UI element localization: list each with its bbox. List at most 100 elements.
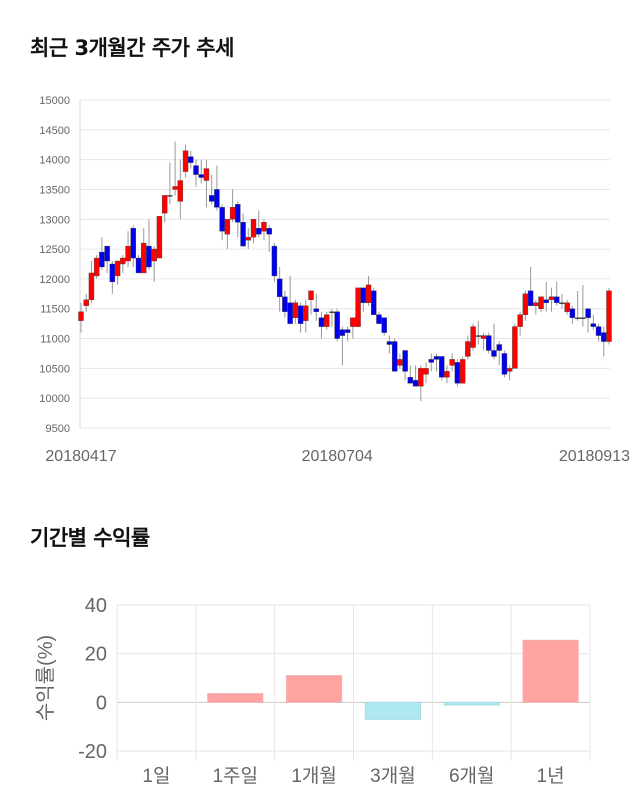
candle-body — [156, 216, 163, 259]
candle-body — [454, 362, 461, 384]
candle-body — [491, 350, 497, 357]
y-tick-label: 10000 — [39, 393, 70, 405]
candle-body — [135, 257, 142, 274]
candle-body — [141, 242, 147, 274]
candle-body — [522, 293, 529, 315]
candle-body — [580, 317, 586, 319]
candlestick-chart: 15000 14500 14000 13500 13000 12500 12000 11500… — [39, 95, 630, 465]
candle-body — [83, 299, 89, 306]
bar — [443, 701, 500, 706]
candle-body — [512, 326, 518, 369]
y-tick-label: 15000 — [39, 95, 70, 107]
candle-body — [167, 195, 173, 197]
candle-body — [527, 290, 534, 306]
candle-body — [339, 329, 346, 336]
candle-body — [297, 305, 304, 324]
candle-body — [208, 195, 215, 202]
bar — [285, 675, 343, 703]
candle-body — [574, 317, 581, 319]
candle-body — [271, 245, 278, 277]
candle-body — [120, 257, 126, 265]
candle-body — [412, 380, 419, 387]
y-tick-label: 12500 — [39, 244, 70, 256]
candle-body — [381, 317, 387, 333]
candle-body — [292, 302, 299, 318]
candle-body — [554, 296, 560, 303]
candle-body — [386, 341, 393, 345]
candle-body — [219, 207, 225, 232]
candle-body — [172, 186, 178, 190]
candle-body — [125, 245, 131, 262]
candle-body — [376, 314, 382, 324]
x-tick-label: 1년 — [537, 765, 565, 787]
candle-body — [517, 314, 523, 327]
y-tick-label: 14000 — [39, 155, 70, 167]
candle-body — [235, 204, 241, 223]
candle-body — [360, 287, 366, 303]
candle-body — [459, 359, 466, 384]
candle-body — [569, 308, 576, 318]
candle-body — [104, 245, 110, 262]
candle-body — [439, 356, 445, 378]
candle-body — [402, 350, 408, 372]
candle-body — [276, 278, 283, 297]
candle-body — [475, 335, 482, 337]
candle-body — [261, 222, 267, 232]
y-tick-label: 13000 — [39, 214, 70, 226]
candle-body — [229, 207, 236, 220]
candle-body — [391, 341, 398, 372]
candle-body — [423, 368, 429, 375]
candle-body — [501, 353, 508, 375]
candle-body — [130, 228, 136, 259]
y-tick-label: 0 — [96, 692, 107, 714]
candle-body — [256, 228, 262, 235]
candle-body — [308, 290, 314, 300]
candle-body — [146, 245, 152, 268]
stock-trend-title: 최근 3개월간 주가 추세 — [30, 36, 234, 60]
y-tick-label: 12000 — [39, 274, 70, 286]
y-tick-label: 40 — [85, 595, 107, 617]
x-tick-label: 6개월 — [449, 765, 495, 787]
candle-body — [282, 296, 288, 312]
candle-body — [506, 368, 513, 372]
bar — [364, 701, 422, 720]
candle-body — [214, 189, 220, 208]
candle-body — [224, 219, 231, 235]
candle-body — [198, 174, 204, 178]
candle-body — [397, 359, 403, 366]
candle-body — [303, 305, 309, 321]
candle-body — [203, 168, 210, 181]
candle-body — [161, 195, 168, 214]
candle-body — [93, 257, 100, 277]
candle-body — [564, 302, 570, 312]
candle-body — [548, 296, 555, 300]
candle-body — [595, 326, 602, 336]
x-tick-label: 1일 — [142, 765, 170, 787]
candle-body — [313, 308, 319, 312]
y-axis-label: 수익률(%) — [34, 635, 57, 721]
candle-body — [114, 260, 121, 277]
y-tick-label: 10500 — [39, 363, 70, 375]
x-tick-label: 1주일 — [212, 765, 258, 787]
x-tick-label: 20180704 — [302, 448, 373, 465]
candle-body — [444, 371, 450, 378]
candle-body — [329, 311, 335, 313]
candle-body — [193, 165, 199, 175]
x-tick-label: 20180913 — [559, 448, 630, 465]
candle-body — [533, 302, 539, 306]
x-tick-label: 3개월 — [370, 765, 416, 787]
candle-body — [433, 356, 440, 360]
candle-body — [151, 248, 157, 262]
candle-body — [496, 344, 502, 351]
bar — [207, 693, 264, 703]
candle-body — [538, 296, 544, 309]
candle-body — [407, 377, 414, 384]
candle-body — [287, 302, 293, 324]
candle-body — [245, 236, 251, 241]
candle-body — [250, 219, 257, 238]
candle-body — [88, 272, 95, 300]
returns-title: 기간별 수익률 — [30, 526, 150, 550]
y-tick-label: 13500 — [39, 184, 70, 196]
candle-body — [334, 311, 340, 339]
